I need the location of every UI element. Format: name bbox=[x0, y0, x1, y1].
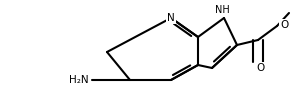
Text: NH: NH bbox=[215, 5, 230, 15]
Text: O: O bbox=[257, 63, 265, 73]
Text: O: O bbox=[280, 20, 288, 30]
Text: N: N bbox=[167, 13, 175, 23]
Text: H₂N: H₂N bbox=[69, 75, 89, 85]
